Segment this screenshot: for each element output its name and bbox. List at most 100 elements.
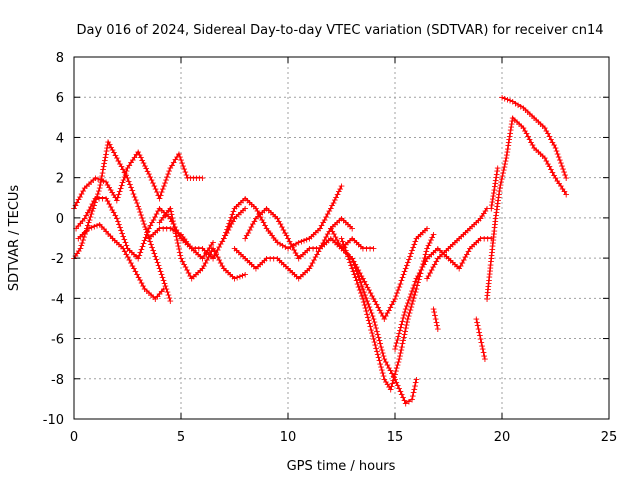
data-point: + xyxy=(72,199,79,212)
data-point: + xyxy=(279,239,286,252)
data-point: + xyxy=(248,258,255,271)
data-point: + xyxy=(96,218,103,231)
data-point: + xyxy=(378,360,385,373)
data-point: + xyxy=(81,182,88,195)
data-point: + xyxy=(477,333,484,346)
data-point: + xyxy=(147,171,154,184)
data-point: + xyxy=(498,176,505,189)
data-point: + xyxy=(354,267,361,280)
data-point: + xyxy=(367,242,374,255)
data-point: + xyxy=(502,155,509,168)
data-point: + xyxy=(119,227,126,240)
data-point: + xyxy=(338,232,345,245)
data-point: + xyxy=(391,371,398,384)
data-point: + xyxy=(99,169,106,182)
data-point: + xyxy=(272,234,279,247)
data-point: + xyxy=(267,227,274,240)
data-point: + xyxy=(338,180,345,193)
data-point: + xyxy=(130,187,137,200)
data-point: + xyxy=(293,238,300,251)
data-point: + xyxy=(111,234,118,247)
data-point: + xyxy=(140,214,147,227)
data-point: + xyxy=(156,216,163,229)
data-point: + xyxy=(282,241,289,254)
data-point: + xyxy=(561,185,568,198)
data-point: + xyxy=(362,288,369,301)
data-point: + xyxy=(486,271,493,284)
data-point: + xyxy=(449,238,456,251)
data-point: + xyxy=(155,259,162,272)
data-point: + xyxy=(340,238,347,251)
data-point: + xyxy=(290,239,297,252)
data-point: + xyxy=(115,215,122,228)
data-point: + xyxy=(86,203,93,216)
data-point: + xyxy=(75,232,82,245)
data-point: + xyxy=(463,248,470,261)
data-point: + xyxy=(386,380,393,393)
data-point: + xyxy=(302,246,309,259)
data-point: + xyxy=(210,252,217,265)
data-point: + xyxy=(116,185,123,198)
data-point: + xyxy=(187,240,194,253)
data-point: + xyxy=(369,290,376,303)
x-axis-ticks: 0 5 10 15 20 25 xyxy=(70,57,617,445)
data-point: + xyxy=(168,205,175,218)
data-point: + xyxy=(205,248,212,261)
data-point: + xyxy=(323,236,330,249)
data-point: + xyxy=(388,380,395,393)
data-point: + xyxy=(348,259,355,272)
data-point: + xyxy=(98,220,105,233)
data-point: + xyxy=(543,154,550,167)
data-point: + xyxy=(287,241,294,254)
data-point: + xyxy=(106,138,113,151)
data-point: + xyxy=(345,250,352,263)
data-point: + xyxy=(331,194,338,207)
data-point: + xyxy=(219,259,226,272)
data-point: + xyxy=(178,154,185,167)
data-point: + xyxy=(81,212,88,225)
data-point: + xyxy=(119,176,126,189)
data-point: + xyxy=(475,323,482,336)
data-point: + xyxy=(422,248,429,261)
data-point: + xyxy=(255,210,262,223)
data-point: + xyxy=(158,285,165,298)
data-point: + xyxy=(508,118,515,131)
data-point: + xyxy=(507,127,514,140)
data-point: + xyxy=(417,228,424,241)
data-point: + xyxy=(196,172,203,185)
data-point: + xyxy=(267,252,274,265)
data-point: + xyxy=(242,252,249,265)
data-point: + xyxy=(504,145,511,158)
data-point: + xyxy=(338,242,345,255)
data-point: + xyxy=(181,163,188,176)
data-point: + xyxy=(140,157,147,170)
data-point: + xyxy=(100,163,107,176)
data-point: + xyxy=(341,241,348,254)
data-point: + xyxy=(219,235,226,248)
series-arc12 xyxy=(351,227,428,321)
data-point: + xyxy=(121,233,128,246)
data-point: + xyxy=(342,246,349,259)
data-point: + xyxy=(148,288,155,301)
data-point: + xyxy=(421,258,428,271)
data-point: + xyxy=(375,351,382,364)
data-point: + xyxy=(131,190,138,203)
data-point: + xyxy=(360,242,367,255)
data-point: + xyxy=(541,152,548,165)
data-point: + xyxy=(497,179,504,192)
data-point: + xyxy=(334,233,341,246)
data-point: + xyxy=(514,115,521,128)
data-point: + xyxy=(507,94,514,107)
data-point: + xyxy=(168,215,175,228)
data-point: + xyxy=(185,267,192,280)
data-point: + xyxy=(161,282,168,295)
data-point: + xyxy=(195,266,202,279)
data-point: + xyxy=(499,91,506,104)
data-point: + xyxy=(535,115,542,128)
data-point: + xyxy=(499,170,506,183)
data-point: + xyxy=(88,221,95,234)
x-axis-label: GPS time / hours xyxy=(287,459,396,474)
data-point: + xyxy=(537,148,544,161)
data-point: + xyxy=(311,254,318,267)
